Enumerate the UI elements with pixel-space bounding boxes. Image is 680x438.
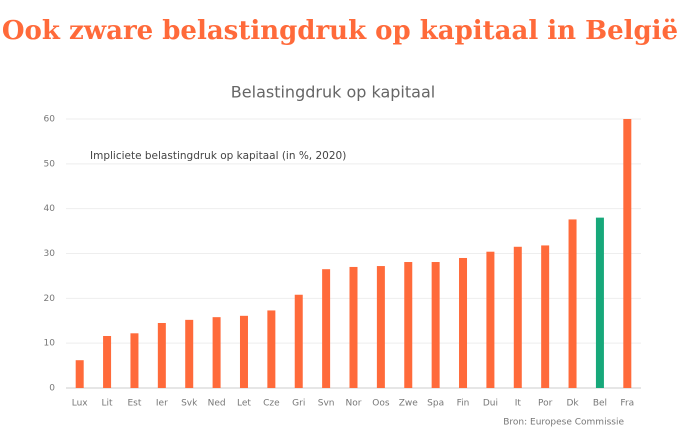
x-tick-label: Dk <box>566 399 579 409</box>
bar <box>239 315 248 388</box>
bar <box>431 262 440 388</box>
bar <box>103 335 112 388</box>
source: Bron: Europese Commissie <box>503 418 624 428</box>
bar <box>541 245 550 388</box>
x-tick-label: It <box>515 399 522 409</box>
x-tick-label: Ned <box>208 399 226 409</box>
bar <box>157 322 166 388</box>
bar <box>130 333 139 388</box>
bar <box>568 219 577 388</box>
y-tick-label: 50 <box>44 159 56 169</box>
bar <box>75 360 84 388</box>
y-tick-label: 40 <box>44 204 56 214</box>
x-tick-label: Fin <box>457 399 470 409</box>
x-tick-label: Gri <box>292 399 305 409</box>
x-tick-label: Cze <box>263 399 280 409</box>
bar <box>185 319 194 388</box>
x-tick-label: Let <box>237 399 251 409</box>
x-tick-label: Bel <box>593 399 607 409</box>
x-tick-label: Lux <box>72 399 89 409</box>
x-tick-label: Por <box>538 399 553 409</box>
bar <box>212 317 221 388</box>
y-tick-label: 60 <box>44 115 56 125</box>
x-tick-label: Lit <box>102 399 114 409</box>
x-tick-label: Est <box>127 399 141 409</box>
headline: Ook zware belastingdruk op kapitaal in B… <box>2 16 678 46</box>
x-tick-label: Fra <box>620 399 634 409</box>
chart-title: Belastingdruk op kapitaal <box>231 83 435 102</box>
y-tick-label: 0 <box>49 384 55 394</box>
x-tick-label: Oos <box>372 399 390 409</box>
y-tick-label: 10 <box>44 339 56 349</box>
x-tick-label: Spa <box>427 399 444 409</box>
bar <box>376 266 385 388</box>
x-tick-label: Svk <box>181 399 198 409</box>
bar <box>322 269 331 388</box>
bar <box>595 217 604 388</box>
x-tick-label: Dui <box>483 399 498 409</box>
annotation: Impliciete belastingdruk op kapitaal (in… <box>90 150 346 162</box>
bar <box>486 251 495 388</box>
x-tick-label: Ier <box>156 399 168 409</box>
y-tick-label: 30 <box>44 249 56 259</box>
plot: 0 10 20 30 40 50 60 Lux Lit Est Ier Svk Ned Let Cze Gri… <box>44 115 641 409</box>
bar <box>349 266 358 388</box>
x-tick-label: Nor <box>346 399 362 409</box>
bar <box>404 262 413 388</box>
bar <box>459 257 468 388</box>
bar <box>294 294 303 388</box>
x-tick-label: Svn <box>318 399 335 409</box>
x-tick-label: Zwe <box>399 399 419 409</box>
bar <box>513 246 522 388</box>
bar <box>623 119 632 388</box>
y-tick-label: 20 <box>44 294 56 304</box>
bar <box>267 310 276 388</box>
